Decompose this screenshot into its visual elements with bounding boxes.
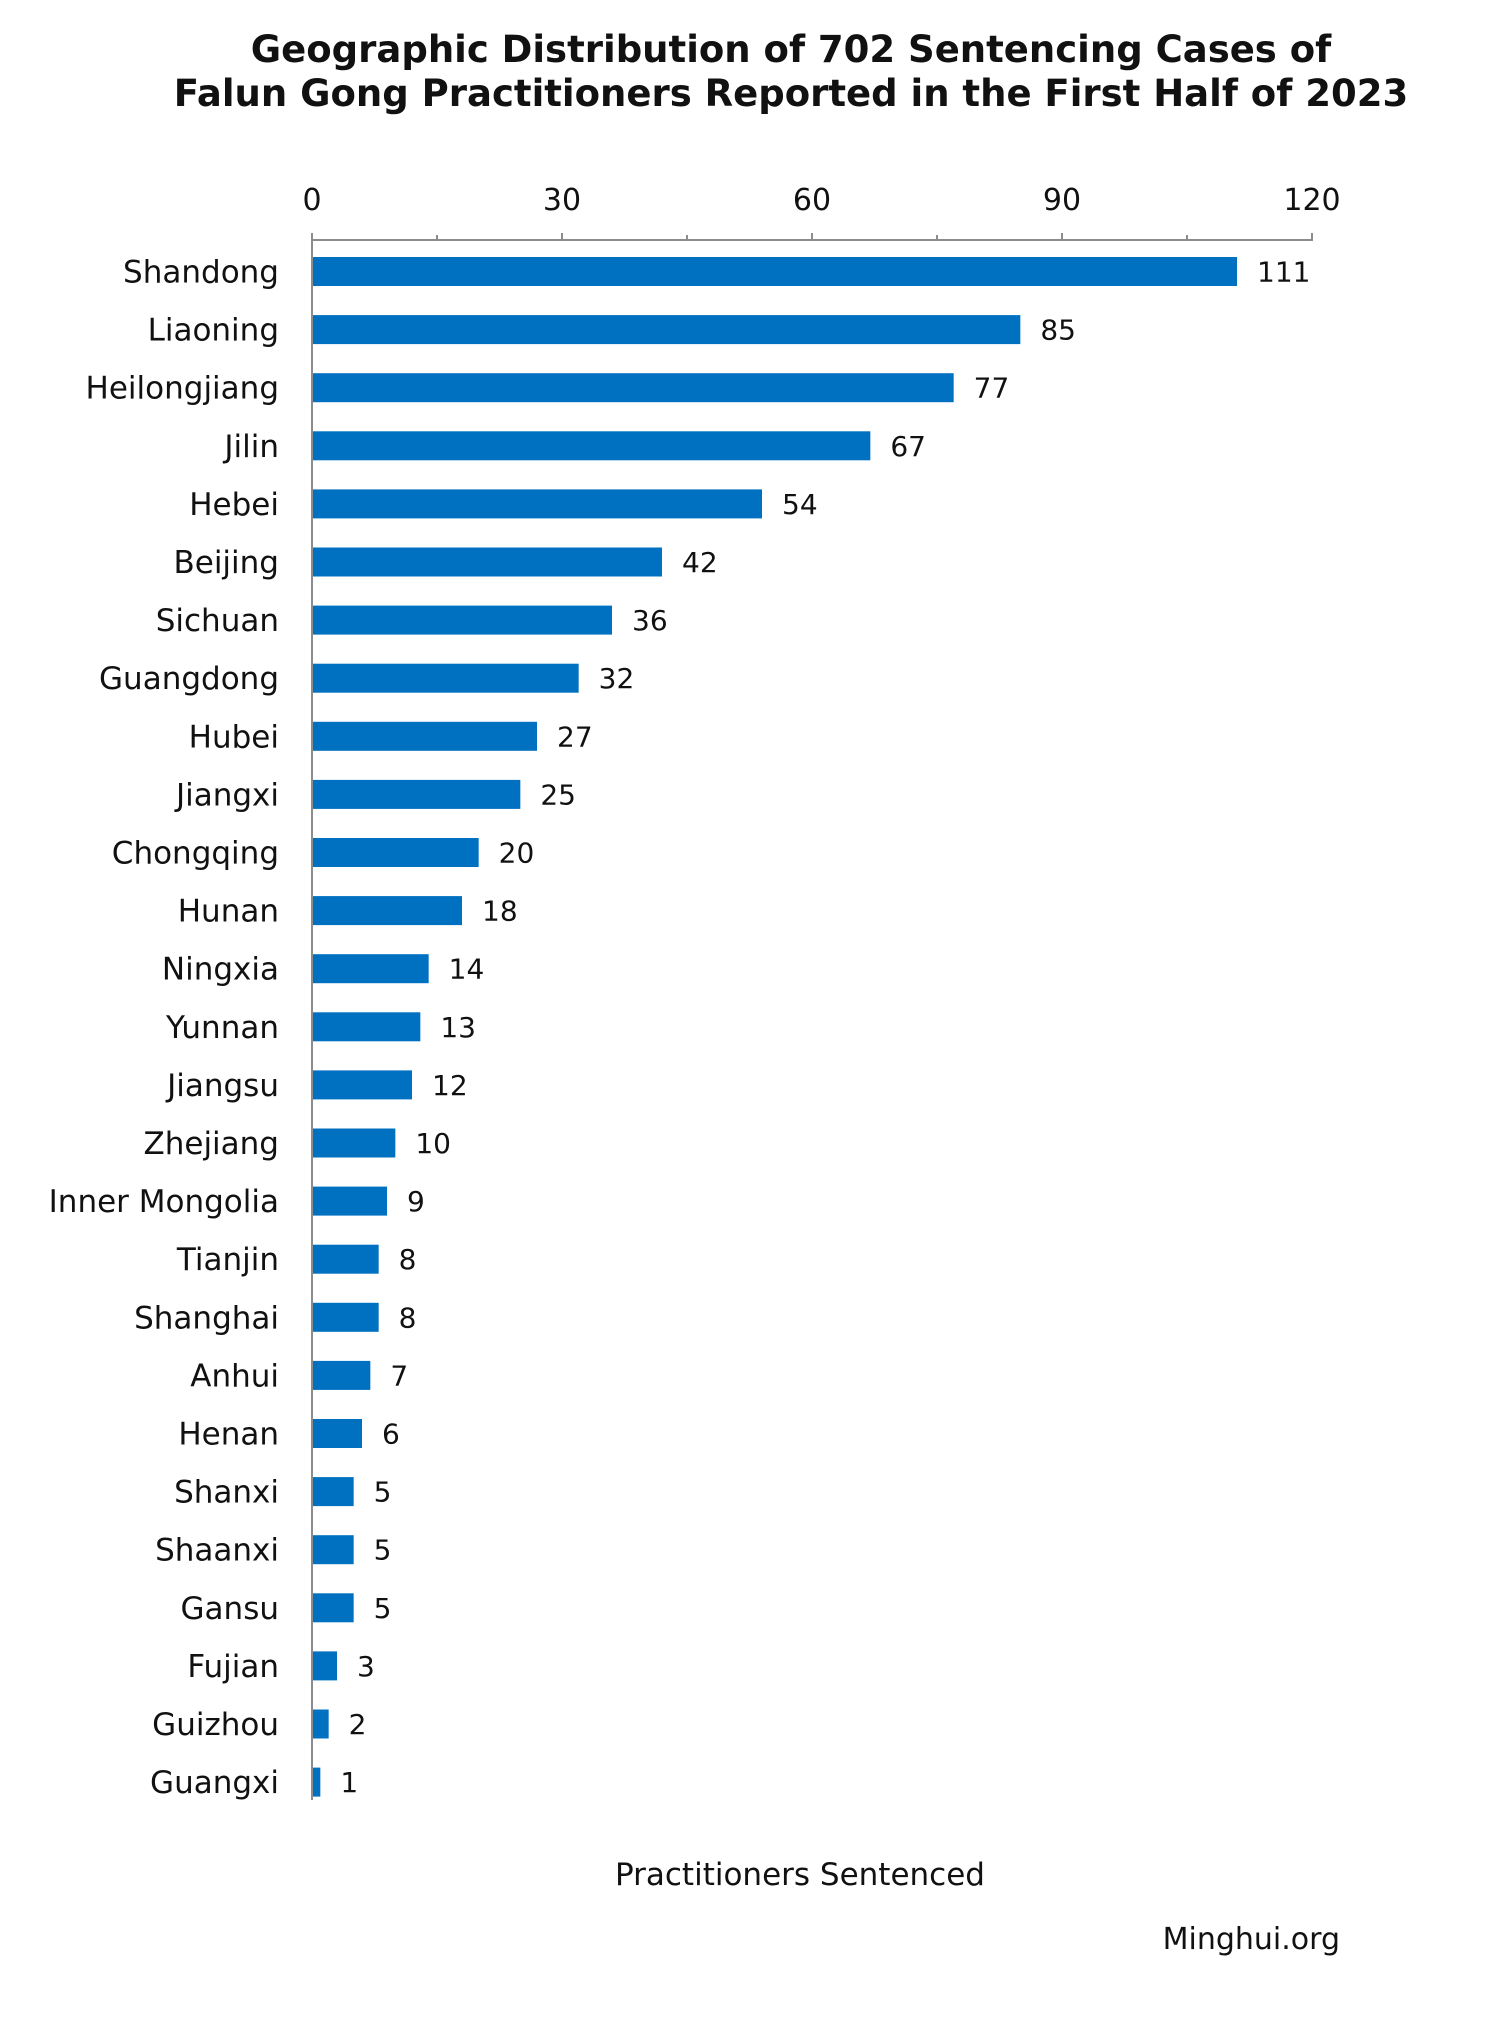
bar-ningxia — [313, 954, 429, 984]
category-label: Chongqing — [112, 836, 279, 872]
data-label: 14 — [449, 953, 485, 986]
category-label: Sichuan — [156, 603, 279, 639]
bar-hebei — [313, 489, 762, 519]
category-label: Fujian — [187, 1649, 279, 1685]
bar-shanxi — [313, 1477, 354, 1507]
data-label: 8 — [399, 1243, 417, 1276]
bar-shandong — [313, 257, 1237, 286]
bar-guangxi — [313, 1767, 321, 1797]
category-label: Shanxi — [174, 1475, 279, 1511]
category-label: Zhejiang — [143, 1126, 279, 1162]
bar-sichuan — [313, 605, 612, 635]
bar-yunnan — [313, 1012, 421, 1042]
category-label: Anhui — [190, 1358, 279, 1394]
data-label: 54 — [782, 488, 818, 521]
category-label: Beijing — [173, 545, 279, 581]
category-label: Ningxia — [162, 952, 279, 988]
category-label: Liaoning — [148, 313, 279, 349]
category-label: Shandong — [123, 255, 279, 291]
data-label: 5 — [374, 1476, 392, 1509]
chart-title-line-1: Geographic Distribution of 702 Sentencin… — [250, 28, 1332, 71]
category-label: Inner Mongolia — [49, 1184, 279, 1220]
category-label: Tianjin — [176, 1242, 279, 1278]
bar-tianjin — [313, 1244, 379, 1274]
bar-fujian — [313, 1651, 337, 1681]
category-label: Jiangxi — [174, 777, 279, 813]
chart-title: Geographic Distribution of 702 Sentencin… — [0, 28, 1492, 116]
category-label: Gansu — [181, 1591, 279, 1627]
x-tick-label: 60 — [793, 183, 831, 218]
bar-hunan — [313, 896, 462, 926]
category-label: Hunan — [178, 894, 279, 930]
data-label: 9 — [407, 1185, 425, 1218]
category-label: Yunnan — [165, 1010, 279, 1046]
data-label: 111 — [1257, 256, 1310, 289]
data-label: 27 — [557, 720, 593, 753]
data-label: 1 — [340, 1766, 358, 1799]
x-axis-title: Practitioners Sentenced — [615, 1857, 985, 1893]
data-label: 8 — [399, 1301, 417, 1334]
data-label: 3 — [357, 1650, 375, 1683]
bar-guangdong — [313, 663, 579, 693]
bar-jilin — [313, 431, 871, 461]
data-label: 7 — [390, 1359, 408, 1392]
category-label: Hebei — [189, 487, 279, 523]
bar-guizhou — [313, 1709, 329, 1739]
bar-heilongjiang — [313, 373, 954, 403]
data-label: 13 — [440, 1011, 476, 1044]
bar-inner-mongolia — [313, 1186, 387, 1216]
data-label: 18 — [482, 895, 518, 928]
category-label: Heilongjiang — [86, 371, 279, 407]
data-label: 20 — [499, 837, 535, 870]
data-label: 36 — [632, 604, 668, 637]
category-label: Shaanxi — [155, 1533, 279, 1569]
category-label: Guizhou — [152, 1707, 279, 1743]
data-label: 25 — [540, 778, 576, 811]
category-label: Guangxi — [150, 1765, 279, 1801]
data-label: 5 — [374, 1592, 392, 1625]
category-label: Jiangsu — [165, 1068, 279, 1104]
bar-henan — [313, 1419, 362, 1448]
data-label: 5 — [374, 1534, 392, 1567]
bar-shanghai — [313, 1302, 379, 1332]
x-tick-label: 120 — [1283, 183, 1340, 218]
data-label: 10 — [415, 1127, 451, 1160]
category-label: Henan — [178, 1417, 279, 1453]
data-label: 85 — [1040, 314, 1076, 347]
source-credit: Minghui.org — [1162, 1922, 1340, 1957]
category-label: Guangdong — [99, 661, 279, 697]
bar-beijing — [313, 547, 662, 577]
bar-chongqing — [313, 838, 479, 867]
data-label: 77 — [974, 372, 1010, 405]
x-tick-label: 90 — [1043, 183, 1081, 218]
category-label: Hubei — [189, 719, 279, 755]
data-label: 67 — [890, 430, 926, 463]
bar-zhejiang — [313, 1128, 396, 1158]
bar-liaoning — [313, 315, 1021, 345]
chart-title-line-2: Falun Gong Practitioners Reported in the… — [173, 72, 1409, 115]
data-label: 2 — [349, 1708, 367, 1741]
bar-hubei — [313, 721, 537, 751]
x-tick-label: 0 — [302, 183, 321, 218]
x-tick-label: 30 — [543, 183, 581, 218]
bar-shaanxi — [313, 1535, 354, 1565]
bar-jiangxi — [313, 779, 521, 809]
bar-anhui — [313, 1360, 371, 1390]
data-label: 32 — [599, 662, 635, 695]
bar-gansu — [313, 1593, 354, 1623]
data-label: 6 — [382, 1418, 400, 1451]
category-label: Shanghai — [134, 1300, 279, 1336]
data-label: 12 — [432, 1069, 468, 1102]
data-label: 42 — [682, 546, 718, 579]
bar-jiangsu — [313, 1070, 412, 1100]
category-label: Jilin — [222, 429, 279, 465]
